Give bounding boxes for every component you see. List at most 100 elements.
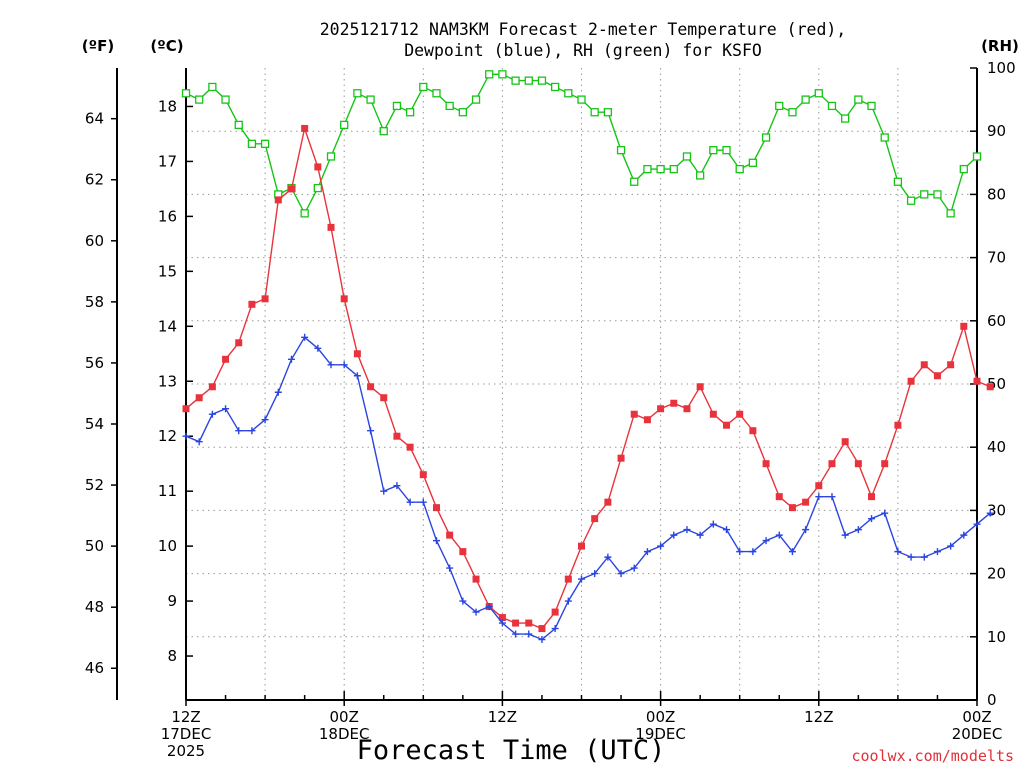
- dewpoint-point: [340, 361, 348, 369]
- temperature-point: [314, 163, 322, 171]
- dewpoint-point: [564, 597, 572, 605]
- rh-point: [366, 95, 375, 104]
- rh-point: [195, 95, 204, 104]
- dewpoint-point: [406, 498, 414, 506]
- dewpoint-point: [261, 416, 269, 424]
- rh-point: [867, 101, 876, 111]
- dewpoint-point: [709, 520, 717, 528]
- dewpoint-point: [894, 548, 902, 556]
- celsius-tick-label: 10: [158, 537, 177, 555]
- dewpoint-point: [762, 537, 770, 545]
- temperature-point: [947, 361, 955, 369]
- temperature-point: [802, 498, 810, 506]
- dewpoint-point: [960, 531, 968, 539]
- rh-point: [775, 101, 784, 111]
- rh-tick-label: 60: [987, 312, 1006, 330]
- temperature-point: [182, 405, 190, 413]
- dewpoint-point: [907, 553, 915, 561]
- dewpoint-point: [775, 531, 783, 539]
- rh-point: [827, 101, 837, 111]
- dewpoint-point: [314, 344, 322, 352]
- fahrenheit-tick-label: 58: [85, 293, 104, 311]
- x-axis-title: Forecast Time (UTC): [357, 735, 666, 766]
- dewpoint-point: [841, 531, 849, 539]
- dewpoint-point: [788, 548, 796, 556]
- temperature-point: [222, 355, 230, 363]
- temperature-point: [709, 410, 717, 418]
- dewpoint-point: [815, 493, 823, 501]
- temperature-point: [723, 421, 731, 429]
- rh-point: [841, 114, 850, 123]
- credit-link[interactable]: coolwx.com/modelts: [851, 747, 1014, 765]
- temperature-point: [208, 383, 216, 391]
- dewpoint-point: [353, 372, 361, 380]
- rh-point: [880, 133, 889, 142]
- dewpoint-point: [683, 526, 691, 534]
- dewpoint-point: [472, 608, 480, 616]
- temperature-point: [670, 399, 678, 407]
- dewpoint-point: [551, 625, 559, 633]
- rh-point: [485, 70, 494, 79]
- chart-title-line2: Dewpoint (blue), RH (green) for KSFO: [404, 41, 762, 60]
- rh-point: [959, 164, 968, 174]
- axes: [116, 68, 978, 701]
- fahrenheit-axis-label: (ºF): [82, 37, 114, 55]
- fahrenheit-axis: 46 48 50 52 54 56 58 60 62 64: [85, 110, 117, 677]
- temperature-point: [643, 416, 651, 424]
- dewpoint-point: [828, 493, 836, 501]
- rh-point: [458, 108, 468, 117]
- temperature-series: [182, 124, 994, 633]
- temperature-point: [512, 619, 520, 627]
- rh-point: [801, 95, 810, 104]
- celsius-tick-label: 18: [158, 97, 177, 115]
- rh-point: [577, 95, 586, 104]
- time-tick-label: 00Z: [962, 708, 991, 726]
- temperature-point: [617, 454, 625, 462]
- rh-point: [208, 82, 217, 92]
- fahrenheit-tick-label: 46: [85, 659, 104, 677]
- rh-point: [445, 101, 454, 111]
- temperature-point: [235, 339, 243, 347]
- dewpoint-point: [881, 509, 889, 517]
- temperature-point: [736, 410, 744, 418]
- temperature-point: [578, 542, 585, 550]
- temperature-point: [287, 185, 295, 193]
- rh-point: [326, 152, 336, 161]
- rh-tick-label: 100: [987, 59, 1016, 77]
- temperature-point: [367, 383, 375, 391]
- rh-point: [405, 108, 415, 117]
- rh-point: [972, 152, 982, 161]
- rh-point: [419, 82, 428, 92]
- fahrenheit-tick-label: 48: [85, 598, 104, 616]
- rh-point: [550, 82, 560, 92]
- time-tick-label: 12Z: [804, 708, 833, 726]
- rh-point: [735, 164, 744, 174]
- dewpoint-point: [327, 361, 335, 369]
- dewpoint-point: [380, 487, 388, 495]
- temperature-point: [828, 460, 836, 468]
- dewpoint-point: [195, 438, 203, 446]
- rh-point: [616, 146, 626, 155]
- temperature-point: [301, 124, 309, 132]
- fahrenheit-tick-label: 52: [85, 476, 104, 494]
- rh-tick-label: 40: [987, 438, 1006, 456]
- temperature-point: [894, 421, 902, 429]
- temperature-point: [630, 410, 638, 418]
- series-line: [185, 73, 978, 215]
- temperature-point: [459, 548, 467, 556]
- temperature-point: [973, 377, 981, 385]
- celsius-tick-label: 14: [158, 317, 177, 335]
- temperature-point: [551, 608, 559, 616]
- time-tick-label: 20DEC: [952, 725, 1003, 743]
- temperature-point: [353, 350, 361, 358]
- rh-point: [893, 177, 903, 186]
- celsius-tick-label: 12: [158, 427, 177, 445]
- rh-tick-label: 70: [987, 249, 1006, 267]
- temperature-point: [762, 460, 770, 468]
- rh-point: [564, 89, 573, 98]
- chart-title-line1: 2025121712 NAM3KM Forecast 2-meter Tempe…: [320, 20, 847, 39]
- dewpoint-point: [274, 388, 282, 396]
- time-tick-label: 12Z: [488, 708, 517, 726]
- celsius-axis: 8 9 10 11 12 13 14 15 16 17 18: [158, 97, 193, 665]
